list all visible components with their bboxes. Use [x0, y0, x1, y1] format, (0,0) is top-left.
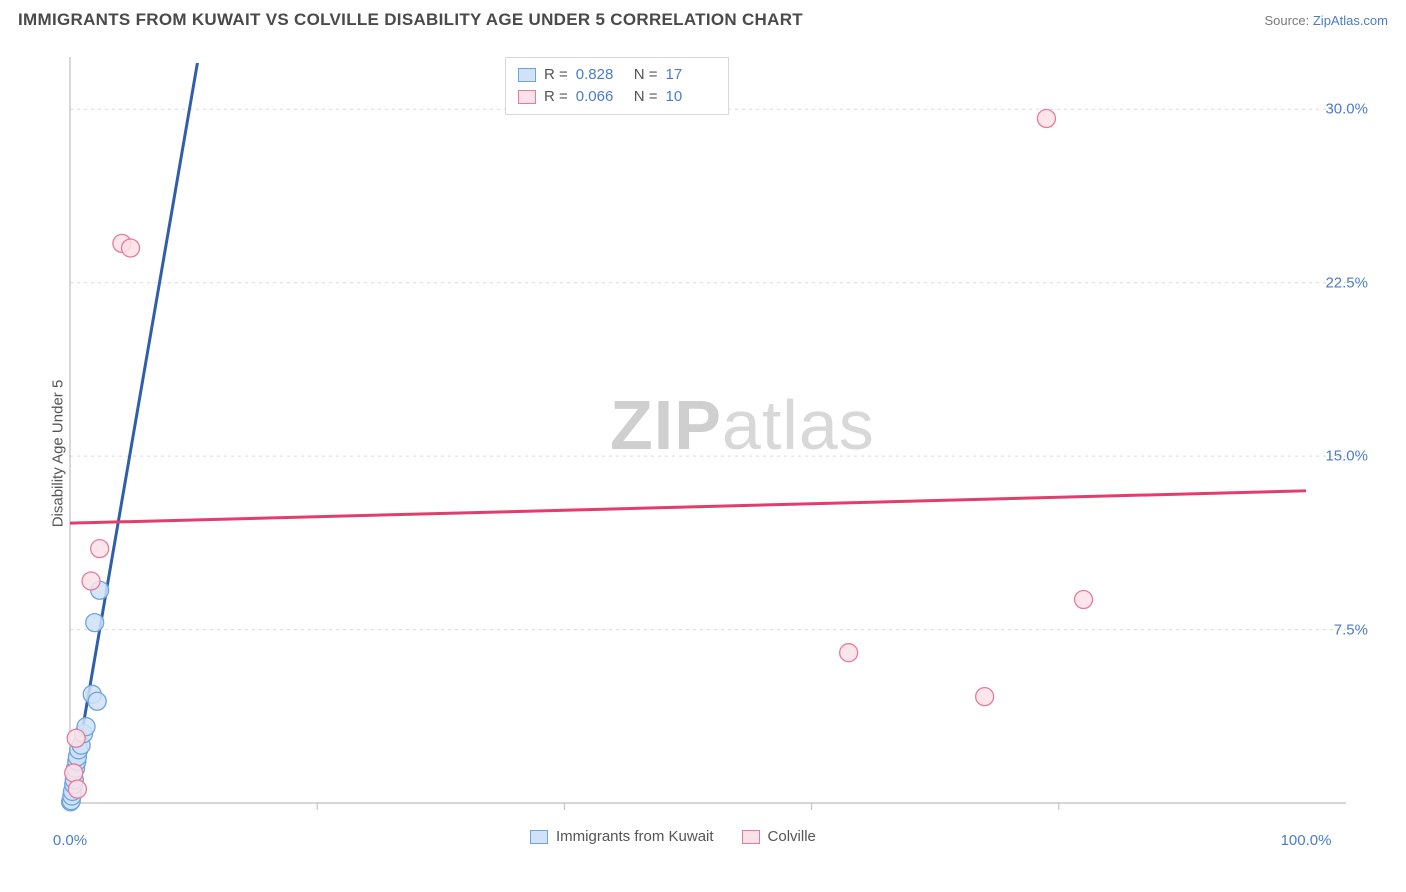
legend-n-label: N =: [634, 64, 658, 86]
x-tick-label: 0.0%: [53, 832, 87, 849]
y-tick-label: 15.0%: [1325, 448, 1368, 465]
legend-series-name: Immigrants from Kuwait: [556, 828, 714, 845]
source-prefix: Source:: [1264, 13, 1312, 28]
legend-swatch: [518, 68, 536, 82]
legend-r-label: R =: [544, 64, 568, 86]
plot-area: Disability Age Under 5 ZIPatlas R =0.828…: [50, 45, 1366, 845]
y-tick-label: 7.5%: [1334, 621, 1368, 638]
legend-series-item: Colville: [742, 828, 816, 845]
legend-correlation: R = 0.828 N = 17 R = 0.066 N = 10: [505, 57, 729, 115]
legend-r-label: R =: [544, 86, 568, 108]
legend-r-value: 0.066: [576, 86, 626, 108]
legend-n-label: N =: [634, 86, 658, 108]
legend-correlation-row: R = 0.828 N = 17: [518, 64, 716, 86]
legend-r-value: 0.828: [576, 64, 626, 86]
legend-swatch: [530, 830, 548, 844]
legend-series-item: Immigrants from Kuwait: [530, 828, 714, 845]
legend-swatch: [742, 830, 760, 844]
y-tick-label: 22.5%: [1325, 274, 1368, 291]
scatter-plot-svg: [50, 45, 1366, 845]
legend-series: Immigrants from Kuwait Colville: [530, 828, 816, 845]
legend-series-name: Colville: [768, 828, 816, 845]
chart-container: IMMIGRANTS FROM KUWAIT VS COLVILLE DISAB…: [0, 0, 1406, 892]
source-attribution: Source: ZipAtlas.com: [1264, 13, 1388, 28]
legend-swatch: [518, 90, 536, 104]
legend-n-value: 17: [666, 64, 716, 86]
legend-n-value: 10: [666, 86, 716, 108]
y-tick-label: 30.0%: [1325, 101, 1368, 118]
chart-title: IMMIGRANTS FROM KUWAIT VS COLVILLE DISAB…: [18, 10, 803, 30]
legend-correlation-row: R = 0.066 N = 10: [518, 86, 716, 108]
source-link[interactable]: ZipAtlas.com: [1313, 13, 1388, 28]
x-tick-label: 100.0%: [1281, 832, 1332, 849]
title-row: IMMIGRANTS FROM KUWAIT VS COLVILLE DISAB…: [18, 10, 1388, 30]
